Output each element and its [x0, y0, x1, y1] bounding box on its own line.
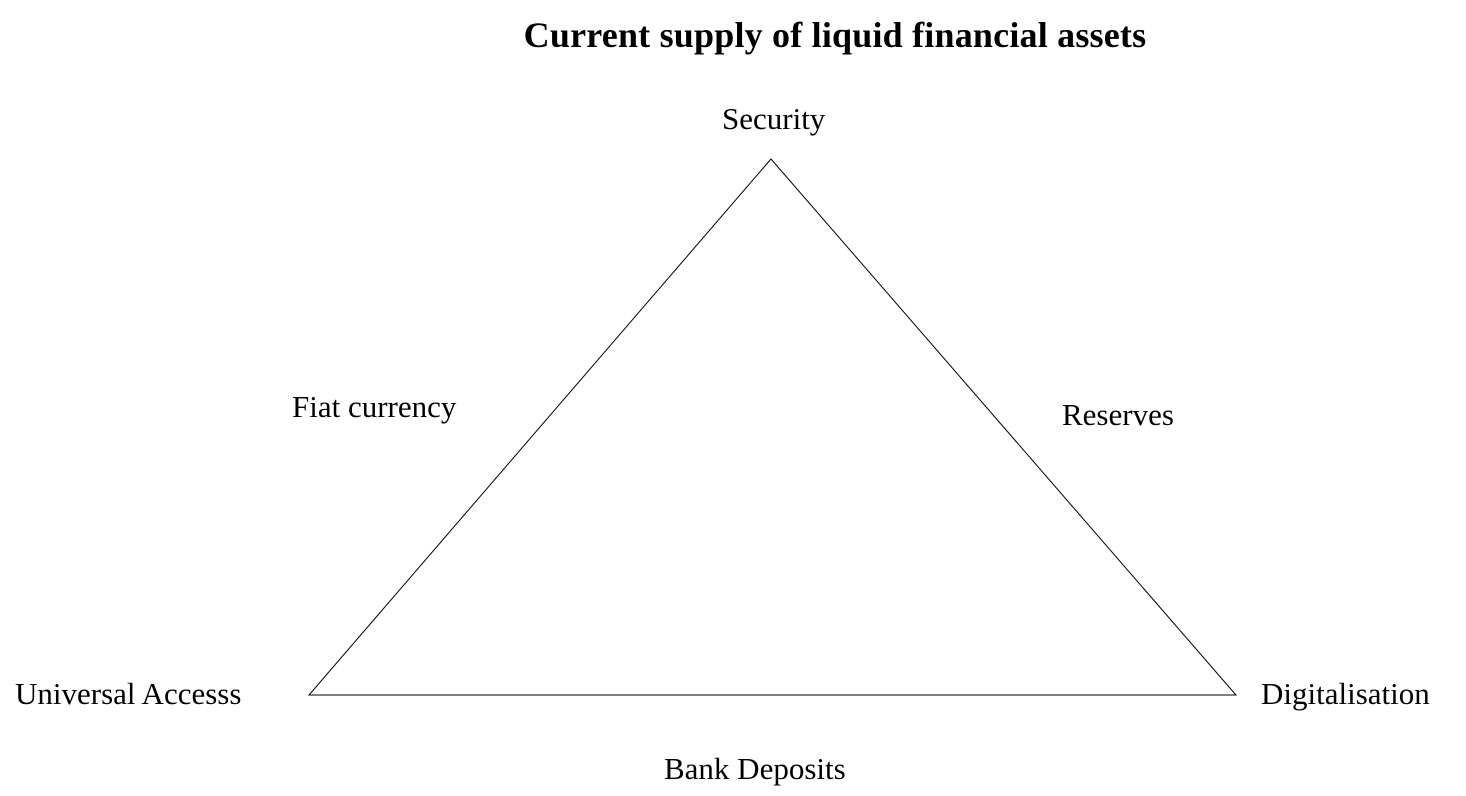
edge-label-fiat-currency: Fiat currency [292, 389, 457, 424]
triangle-outline [307, 158, 1238, 696]
vertex-label-universal-access: Universal Accesss [15, 676, 242, 711]
diagram-title: Current supply of liquid financial asset… [523, 15, 1147, 55]
edge-label-bank-deposits: Bank Deposits [664, 751, 846, 786]
vertex-label-security: Security [722, 101, 826, 136]
edge-label-reserves: Reserves [1062, 397, 1174, 432]
vertex-label-digitalisation: Digitalisation [1261, 676, 1430, 711]
